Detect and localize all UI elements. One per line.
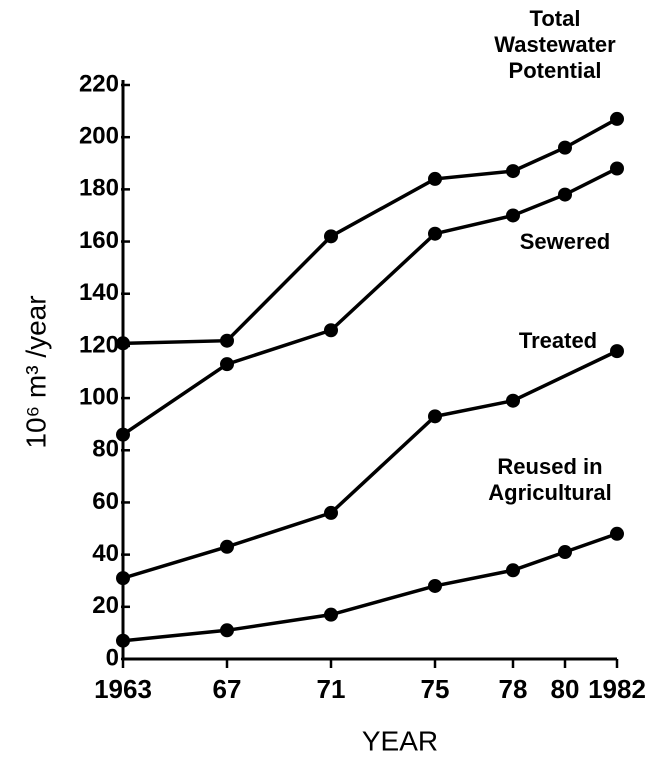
x-tick-label: 67 [213, 674, 242, 704]
data-point [220, 623, 234, 638]
y-tick-label: 60 [92, 488, 119, 515]
series-line [122, 532, 618, 643]
data-point [506, 208, 520, 223]
y-axis-label: 10⁶ m³ /year [20, 295, 51, 448]
y-tick-label: 40 [92, 540, 119, 567]
x-tick-label: 78 [499, 674, 528, 704]
data-point [506, 393, 520, 408]
series-label: Total [530, 6, 581, 31]
data-point [610, 344, 624, 359]
y-tick-label: 100 [79, 383, 119, 410]
data-point [116, 336, 130, 351]
y-tick-label: 140 [79, 279, 119, 306]
data-point [116, 633, 130, 648]
data-point [428, 578, 442, 593]
x-axis-label: YEAR [362, 725, 438, 756]
data-point [220, 357, 234, 372]
data-point [558, 140, 572, 155]
data-point [116, 427, 130, 442]
data-point [220, 539, 234, 554]
data-point [506, 563, 520, 578]
x-tick-label: 1963 [94, 674, 152, 704]
data-point [558, 187, 572, 202]
y-tick-label: 200 [79, 123, 119, 150]
series-label: Sewered [520, 229, 611, 254]
series-label: Treated [519, 328, 597, 353]
y-tick-label: 160 [79, 227, 119, 254]
data-point [428, 226, 442, 241]
series-label: Reused in [497, 454, 602, 479]
data-point [324, 607, 338, 622]
x-tick-label: 75 [421, 674, 450, 704]
series-line [122, 166, 618, 437]
series-label: Wastewater [494, 32, 616, 57]
data-point [428, 171, 442, 186]
y-tick-label: 20 [92, 592, 119, 619]
series-label: Potential [509, 58, 602, 83]
x-tick-label: 71 [317, 674, 346, 704]
x-tick-label: 80 [551, 674, 580, 704]
y-tick-label: 80 [92, 436, 119, 463]
y-tick-label: 120 [79, 331, 119, 358]
y-tick-label: 220 [79, 70, 119, 97]
series-line [122, 349, 618, 580]
data-point [116, 571, 130, 586]
data-point [324, 505, 338, 520]
data-point [610, 161, 624, 176]
data-point [506, 164, 520, 179]
y-tick-label: 180 [79, 175, 119, 202]
data-point [610, 111, 624, 126]
x-tick-label: 1982 [588, 674, 646, 704]
series-label: Agricultural [488, 480, 611, 505]
data-point [610, 526, 624, 541]
data-point [324, 323, 338, 338]
data-point [558, 545, 572, 560]
y-tick-label: 0 [106, 644, 119, 671]
data-point [220, 333, 234, 348]
data-point [324, 229, 338, 244]
data-point [428, 409, 442, 424]
